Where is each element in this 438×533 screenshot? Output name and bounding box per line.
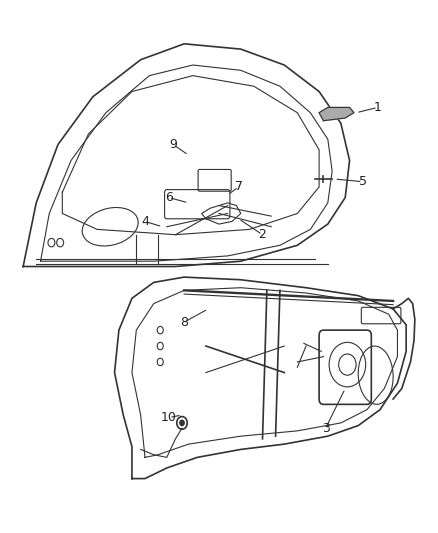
- Text: 2: 2: [258, 228, 266, 241]
- Text: 9: 9: [170, 138, 177, 151]
- Polygon shape: [319, 108, 354, 120]
- Text: 8: 8: [180, 316, 188, 329]
- Text: 10: 10: [161, 411, 177, 424]
- Text: 3: 3: [321, 422, 329, 435]
- Text: 6: 6: [165, 191, 173, 204]
- Text: 5: 5: [359, 175, 367, 188]
- Text: 7: 7: [235, 181, 243, 193]
- Text: 1: 1: [374, 101, 382, 114]
- Circle shape: [180, 420, 184, 425]
- Text: 4: 4: [141, 215, 149, 228]
